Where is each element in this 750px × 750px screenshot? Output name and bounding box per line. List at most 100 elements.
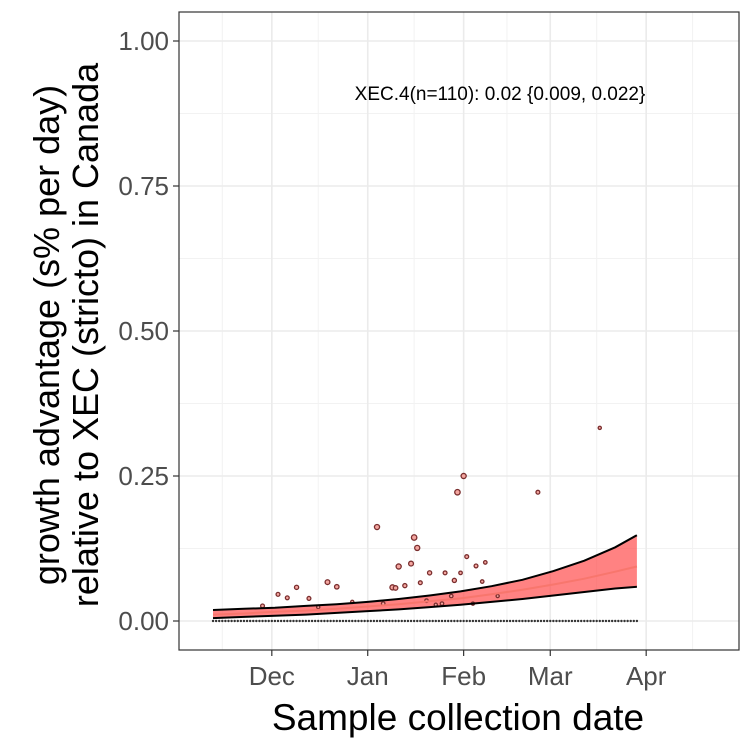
zero-point xyxy=(595,619,598,623)
zero-point xyxy=(555,619,558,623)
zero-point xyxy=(580,619,583,623)
fit-lines-layer xyxy=(212,534,638,620)
zero-point xyxy=(570,619,574,623)
data-point xyxy=(442,570,448,576)
data-point xyxy=(417,580,423,586)
zero-point xyxy=(267,619,270,623)
zero-point xyxy=(310,619,314,623)
zero-point xyxy=(363,619,366,623)
zero-point xyxy=(242,619,246,623)
confidence-band-layer xyxy=(213,535,637,619)
zero-point xyxy=(258,619,261,623)
zero-point xyxy=(610,619,614,623)
zero-point xyxy=(248,619,252,623)
zero-point xyxy=(323,619,326,623)
data-point xyxy=(275,591,281,597)
data-point xyxy=(414,544,421,552)
zero-point xyxy=(391,619,394,623)
zero-point xyxy=(369,619,373,623)
zero-point xyxy=(558,619,561,623)
zero-point xyxy=(586,619,589,623)
zero-point xyxy=(264,619,267,623)
data-point xyxy=(439,601,445,607)
zero-point xyxy=(530,619,533,623)
zero-point xyxy=(434,619,437,623)
zero-point xyxy=(419,619,422,623)
zero-point xyxy=(446,619,450,623)
data-point xyxy=(454,488,461,496)
zero-point xyxy=(406,619,410,623)
zero-point xyxy=(474,619,478,623)
ci-upper-line xyxy=(212,534,638,611)
zero-point xyxy=(471,619,475,623)
zero-point xyxy=(437,619,441,623)
zero-point xyxy=(298,619,301,623)
data-point xyxy=(373,523,381,531)
zero-point xyxy=(598,619,601,623)
data-point xyxy=(324,579,331,586)
zero-point xyxy=(564,619,567,623)
y-tick-label: 0.00 xyxy=(118,606,169,636)
zero-point xyxy=(301,619,304,623)
data-point xyxy=(395,563,402,570)
y-axis-title-line-1: growth advantage (s% per day) xyxy=(26,85,67,585)
zero-point xyxy=(533,619,537,623)
zero-point xyxy=(412,619,416,623)
zero-point xyxy=(601,619,605,623)
zero-point xyxy=(505,619,509,623)
zero-point xyxy=(326,619,329,623)
zero-point xyxy=(456,619,459,623)
zero-point xyxy=(561,619,564,623)
zero-point xyxy=(239,619,243,623)
zero-point xyxy=(440,619,444,623)
data-point xyxy=(306,595,312,601)
fit-line xyxy=(212,565,638,616)
zero-point xyxy=(351,619,354,623)
zero-point xyxy=(443,619,447,623)
zero-point xyxy=(632,619,636,623)
x-tick-label: Jan xyxy=(347,661,389,691)
zero-point xyxy=(409,619,413,623)
zero-point xyxy=(620,619,623,623)
axis-ticks-layer: 0.00 0.25 0.50 0.75 1.00 Dec Jan Feb Mar Apr xyxy=(118,26,666,691)
data-point xyxy=(426,570,433,576)
zero-point xyxy=(335,619,338,623)
zero-point xyxy=(289,619,292,623)
data-point xyxy=(479,579,485,584)
zero-point xyxy=(468,619,472,623)
data-point xyxy=(495,593,500,599)
zero-point xyxy=(276,619,280,623)
grid-lines xyxy=(179,12,739,650)
zero-point xyxy=(366,619,369,623)
zero-point xyxy=(354,619,357,623)
y-tick-label: 0.25 xyxy=(118,461,169,491)
y-tick-label: 1.00 xyxy=(118,26,169,56)
zero-point xyxy=(397,619,400,623)
zero-point xyxy=(403,619,407,623)
zero-point xyxy=(214,619,218,623)
zero-point xyxy=(255,619,258,623)
zero-point xyxy=(431,619,434,623)
zero-point xyxy=(459,619,462,623)
zero-point xyxy=(347,619,351,623)
zero-point xyxy=(515,619,518,623)
zero-point xyxy=(357,619,360,623)
x-tick-label: Dec xyxy=(249,661,295,691)
zero-point xyxy=(487,619,490,623)
zero-point xyxy=(465,619,468,623)
zero-point xyxy=(539,619,543,623)
zero-point xyxy=(224,619,227,623)
zero-point xyxy=(623,619,626,623)
zero-point xyxy=(604,619,608,623)
zero-point xyxy=(338,619,342,623)
ci-lower-line xyxy=(212,585,637,620)
data-point xyxy=(458,570,463,576)
zero-point xyxy=(282,619,286,623)
zero-point xyxy=(614,619,617,623)
y-tick-label: 0.50 xyxy=(118,316,169,346)
zero-point xyxy=(629,619,632,623)
zero-point xyxy=(332,619,335,623)
zero-point xyxy=(400,619,403,623)
zero-point xyxy=(545,619,549,623)
